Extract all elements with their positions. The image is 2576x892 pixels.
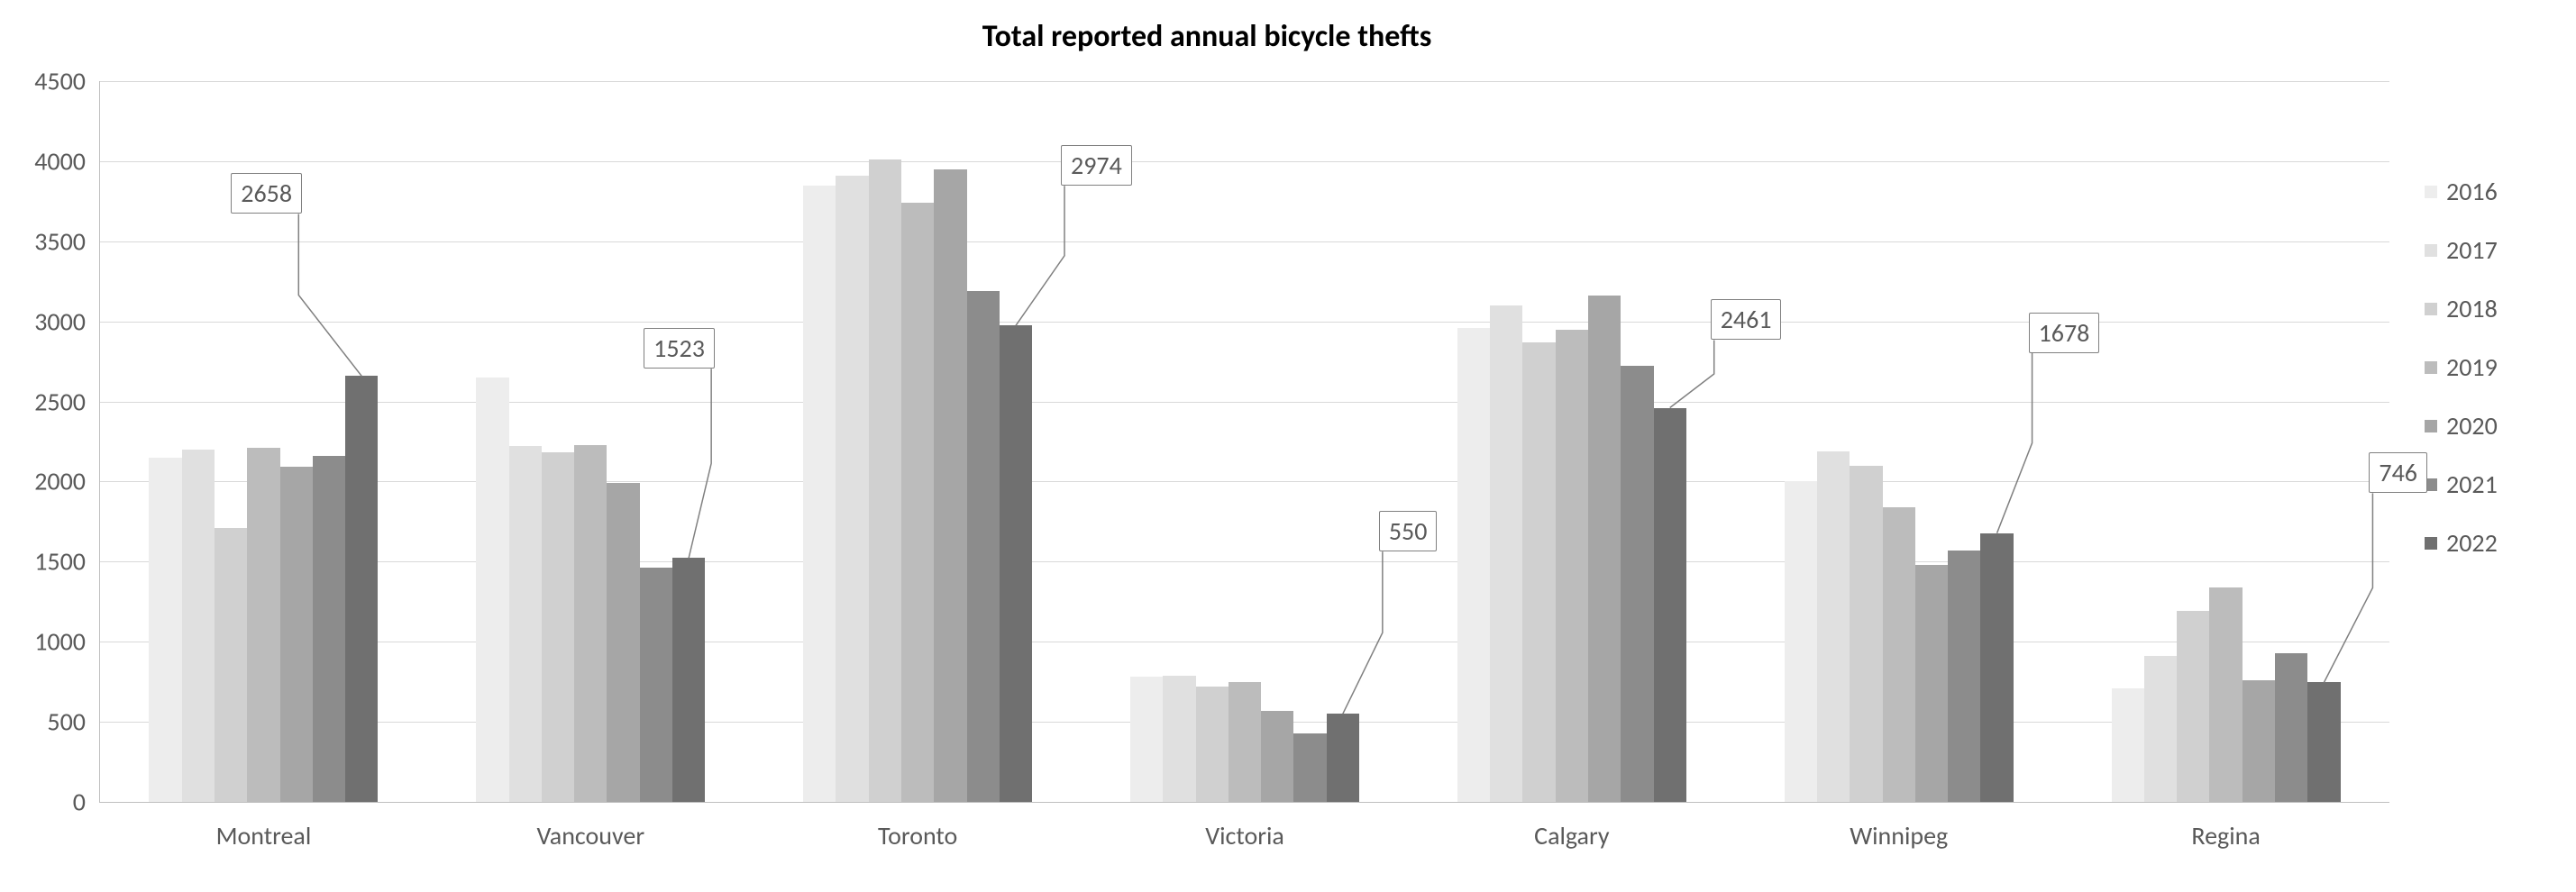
x-axis-category-label: Regina [2191,820,2260,851]
x-axis-category-label: Toronto [878,820,957,851]
legend: 2016 2017 2018 2019 2020 2021 2022 [2425,176,2498,586]
legend-item: 2017 [2425,234,2498,266]
x-axis-category-label: Winnipeg [1850,820,1948,851]
y-axis-tick-label: 2000 [34,466,86,497]
legend-item: 2022 [2425,527,2498,559]
data-callout-label: 1523 [644,328,715,369]
data-callout-label: 2658 [231,173,302,214]
legend-swatch [2425,303,2437,315]
y-axis-tick-label: 3000 [34,305,86,337]
y-axis-tick-label: 1500 [34,546,86,578]
callout-leader [100,81,2389,802]
y-axis-tick-label: 500 [47,706,86,738]
x-axis-category-label: Victoria [1205,820,1284,851]
legend-swatch [2425,537,2437,550]
legend-label: 2021 [2446,469,2498,500]
chart-container: Total reported annual bicycle thefts 050… [0,0,2576,892]
x-axis-category-label: Vancouver [536,820,644,851]
x-axis-category-label: Calgary [1534,820,1609,851]
y-axis-tick-label: 0 [73,787,86,818]
legend-swatch [2425,361,2437,374]
y-axis-tick-label: 4500 [34,66,86,97]
data-callout-label: 550 [1379,511,1438,551]
legend-label: 2017 [2446,234,2498,266]
legend-item: 2016 [2425,176,2498,207]
legend-label: 2022 [2446,527,2498,559]
legend-item: 2020 [2425,410,2498,441]
y-axis-tick-label: 2500 [34,386,86,417]
chart-title: Total reported annual bicycle thefts [0,18,2414,55]
legend-label: 2018 [2446,293,2498,324]
legend-swatch [2425,244,2437,257]
data-callout-label: 2461 [1711,299,1782,340]
y-axis-tick-label: 1000 [34,626,86,658]
data-callout-label: 746 [2369,452,2427,493]
y-axis-tick-label: 3500 [34,225,86,257]
legend-label: 2020 [2446,410,2498,441]
legend-label: 2016 [2446,176,2498,207]
legend-item: 2019 [2425,351,2498,383]
data-callout-label: 2974 [1061,145,1132,186]
legend-swatch [2425,186,2437,198]
legend-item: 2018 [2425,293,2498,324]
data-callout-label: 1678 [2029,313,2100,353]
y-axis-tick-label: 4000 [34,145,86,177]
legend-item: 2021 [2425,469,2498,500]
legend-swatch [2425,420,2437,432]
plot-area: 050010001500200025003000350040004500Mont… [99,81,2389,803]
x-axis-category-label: Montreal [216,820,312,851]
legend-label: 2019 [2446,351,2498,383]
